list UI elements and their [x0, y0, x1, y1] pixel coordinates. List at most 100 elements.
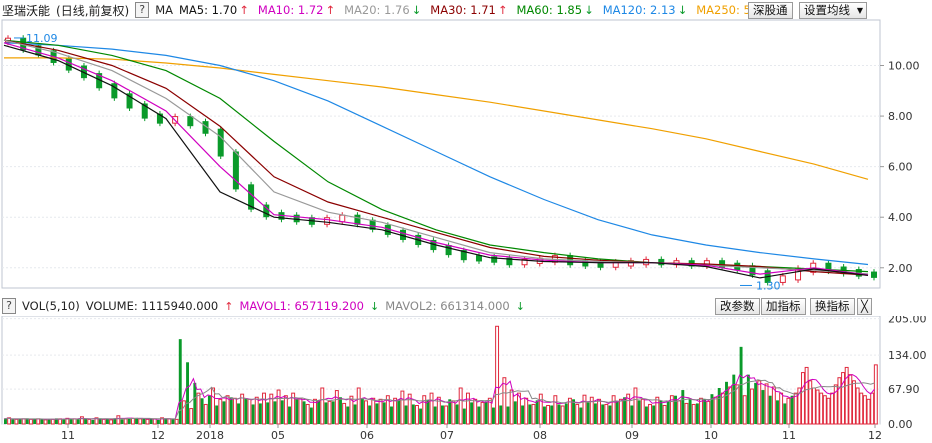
volume-bar-down: [513, 401, 517, 424]
volume-bar-down: [207, 395, 211, 424]
volume-bar-up: [604, 403, 609, 425]
volume-bar-up: [797, 387, 802, 425]
volume-bar-up: [495, 325, 500, 425]
volume-bar-up: [742, 395, 747, 425]
candle-down: [460, 250, 467, 261]
set-ma-button[interactable]: 设置均线 ▼: [799, 2, 867, 19]
volume-bar-down: [382, 402, 386, 424]
volume-bar-up: [582, 394, 587, 425]
volume-bar-down: [448, 399, 452, 424]
set-ma-label: 设置均线: [804, 3, 850, 17]
volume-bar-down: [717, 388, 721, 424]
candle-down: [126, 93, 133, 109]
volume-bar-down: [506, 406, 510, 424]
price-header-bar: 坚瑞沃能 (日线,前复权) ? MA MA5: 1.70 ↑ MA10: 1.72 ↑…: [0, 0, 932, 20]
volume-bar-up: [291, 392, 296, 425]
volume-bar-down: [695, 403, 699, 424]
volume-bar-down: [309, 407, 313, 424]
volume-bar-up: [691, 403, 696, 425]
volume-help-button[interactable]: ?: [2, 298, 16, 314]
help-button[interactable]: ?: [135, 2, 150, 18]
volume-bar-down: [761, 390, 765, 424]
volume-bar-up: [167, 418, 172, 425]
switch-indicator-button[interactable]: 换指标: [810, 298, 855, 315]
volume-bar-up: [349, 395, 354, 425]
price-tick-label: 6.00: [888, 161, 913, 174]
ma30-line: [3, 39, 869, 276]
volume-bar-down: [455, 404, 459, 424]
ma5-line: [3, 44, 869, 279]
volume-bar-up: [138, 418, 143, 425]
volume-bar-down: [251, 404, 255, 424]
volume-bar-up: [43, 419, 48, 425]
candle-down: [658, 258, 665, 266]
volume-bar-up: [50, 418, 55, 425]
volume-bar-down: [149, 418, 153, 424]
northbound-button[interactable]: 深股通: [748, 2, 793, 19]
volume-bar-up: [567, 397, 572, 425]
ma-item: MA120: 2.13 ↓: [603, 3, 688, 17]
candle-down: [491, 256, 498, 263]
volume-bar-down: [521, 405, 525, 424]
volume-bar-down: [674, 395, 677, 424]
trend-arrow-icon: ↓: [411, 3, 422, 17]
volume-bar-up: [429, 392, 434, 425]
volume-bar-down: [339, 397, 342, 424]
candle-down: [232, 151, 239, 190]
volume-bar-down: [171, 419, 175, 424]
volume-bar-up: [669, 395, 674, 425]
ma-value: MA5: 1.70: [179, 3, 238, 17]
volume-bar-up: [699, 397, 703, 425]
volume-bar-up: [400, 390, 405, 425]
volume-bar-down: [768, 395, 772, 424]
volume-bar-up: [203, 403, 208, 425]
volume-bar-up: [123, 418, 128, 425]
volume-bar-up: [597, 398, 602, 425]
x-tick-label: 08: [533, 429, 547, 442]
volume-bar-up: [516, 392, 521, 425]
volume-bar-down: [178, 339, 182, 424]
volume-bar-down: [564, 403, 568, 424]
volume-bar-up: [415, 404, 419, 425]
volume-bar-down: [725, 381, 728, 424]
volume-bar-down: [623, 397, 626, 424]
volume-bar-down: [615, 401, 619, 424]
volume-bar-down: [608, 405, 612, 424]
volume-bar-up: [283, 395, 288, 425]
candle-down: [354, 214, 361, 225]
volume-bar-up: [145, 418, 150, 425]
volume-bar-up: [633, 387, 638, 425]
candle-down: [871, 271, 877, 278]
volume-bar-up: [808, 380, 813, 425]
volume-bar-down: [84, 418, 88, 424]
volume-bar-up: [36, 418, 41, 425]
candle-down: [156, 113, 163, 124]
volume-bar-down: [237, 403, 240, 424]
volume-bar-up: [196, 392, 201, 425]
high-marker-label: 11.09: [26, 32, 58, 45]
volume-bar-up: [801, 372, 805, 425]
add-indicator-button[interactable]: 加指标: [761, 298, 806, 315]
volume-bar-down: [105, 418, 109, 424]
volume-bar-up: [21, 418, 26, 425]
ma-value: MA20: 1.76: [344, 3, 410, 17]
volume-bar-up: [575, 403, 580, 425]
volume-bar-down: [579, 407, 583, 424]
volume-bar-up: [109, 419, 114, 425]
ma10-line: [3, 42, 869, 276]
volume-bar-up: [298, 397, 303, 425]
close-icon[interactable]: ╳: [857, 298, 872, 315]
change-params-button[interactable]: 改参数: [715, 298, 760, 315]
volume-bar-down: [47, 419, 51, 424]
volume-bar-up: [815, 389, 820, 425]
volume-bar-down: [441, 405, 444, 424]
volume-bar-up: [14, 418, 19, 425]
volume-bar-up: [458, 387, 463, 425]
volume-bar-down: [288, 406, 291, 424]
trend-arrow-icon: ↓: [584, 3, 594, 17]
volume-bar-up: [334, 390, 339, 425]
candle-down: [187, 116, 194, 127]
volume-bar-up: [7, 417, 12, 425]
price-tick-label: 8.00: [888, 110, 913, 123]
